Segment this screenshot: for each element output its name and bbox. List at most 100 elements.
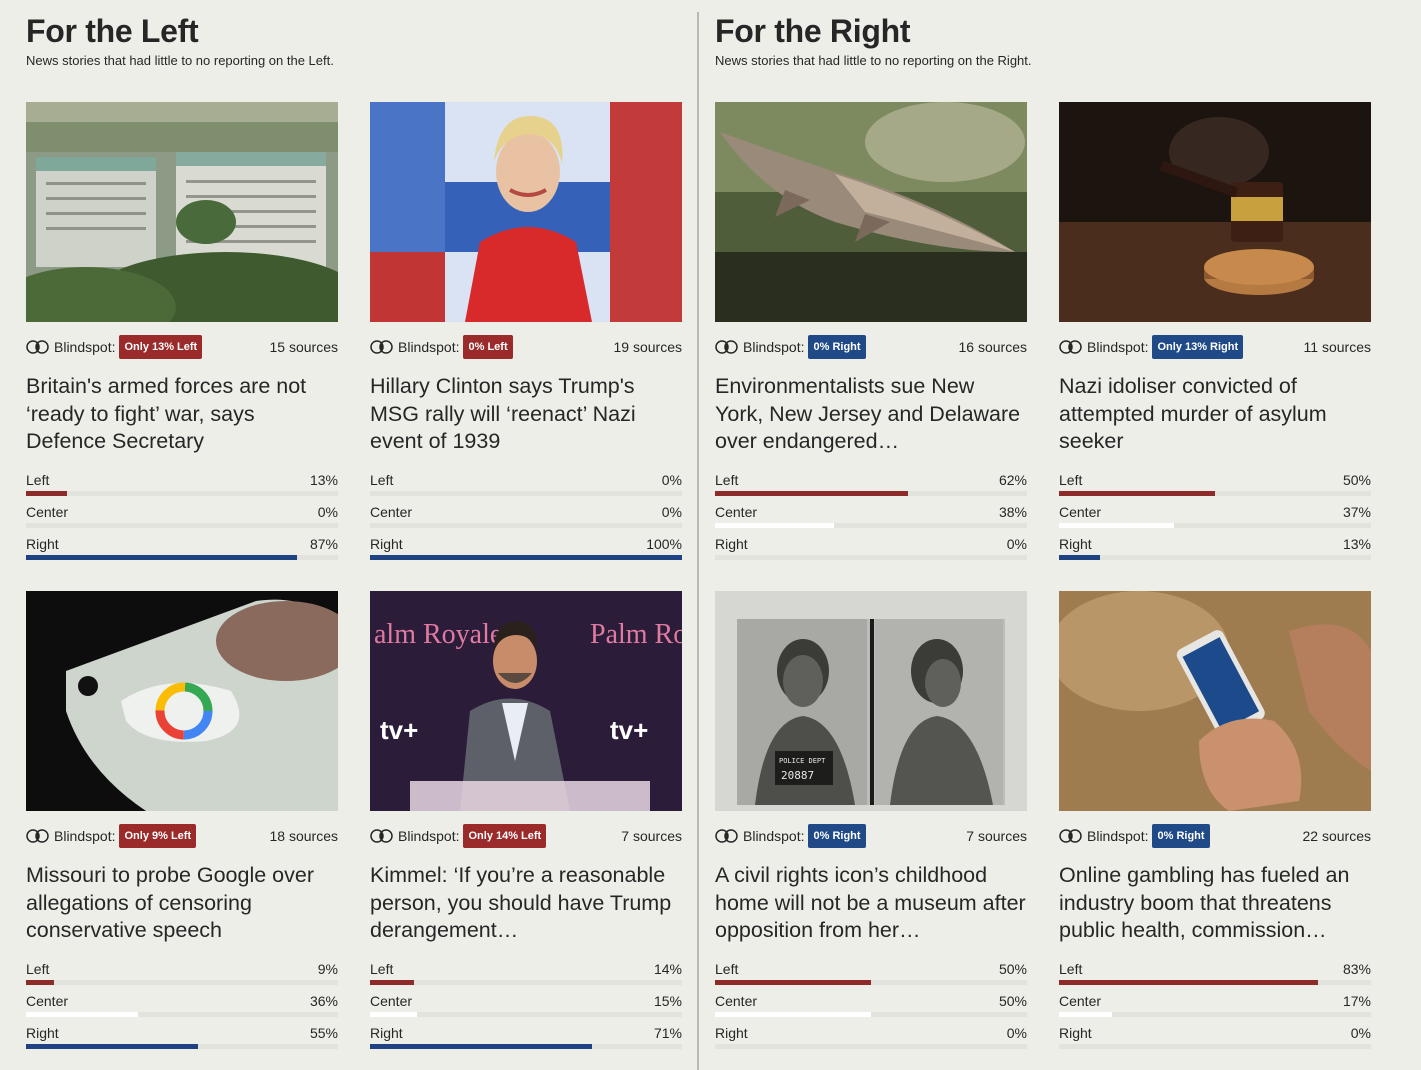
story-headline[interactable]: A civil rights icon’s childhood home wil… [715, 863, 1026, 942]
bias-label: Center [715, 504, 758, 520]
story-meta: Blindspot: 0% Right 16 sources [715, 334, 1027, 360]
bias-bar-track [26, 1044, 338, 1049]
bias-bar-fill-right [1059, 555, 1100, 560]
bias-label: Left [715, 961, 739, 977]
bias-percent: 50% [1342, 472, 1371, 488]
blindspot-icon [370, 829, 393, 843]
bias-bar-track [1059, 491, 1371, 496]
story-headline[interactable]: Environmentalists sue New York, New Jers… [715, 374, 1021, 453]
bias-bar-fill-right [26, 555, 298, 560]
bias-label: Center [26, 504, 69, 520]
bias-bar-fill-left [715, 491, 909, 496]
story-headline[interactable]: Nazi idoliser convicted of attempted mur… [1059, 374, 1327, 453]
bias-bar-fill-right [370, 1044, 592, 1049]
bias-distribution: Left 9% Center 36% Right 55% [26, 961, 338, 1057]
bias-distribution: Left 83% Center 17% Right 0% [1059, 961, 1371, 1057]
story-headline[interactable]: Hillary Clinton says Trump's MSG rally w… [370, 374, 636, 453]
bias-row-center: Center 15% [370, 993, 682, 1025]
bias-bar-track [1059, 523, 1371, 528]
bias-label: Center [370, 504, 413, 520]
blindspot-badge: Only 13% Right [1152, 335, 1244, 359]
sources-count: 22 sources [1302, 828, 1371, 844]
bias-row-right: Right 0% [715, 1025, 1027, 1057]
bias-bar-track [1059, 1044, 1371, 1049]
story-headline[interactable]: Kimmel: ‘If you’re a reasonable person, … [370, 863, 672, 942]
bias-bar-track [26, 555, 338, 560]
bias-percent: 83% [1342, 961, 1371, 977]
bias-bar-track [715, 1012, 1027, 1017]
story-meta: Blindspot: 0% Left 19 sources [370, 334, 682, 360]
bias-bar-track [1059, 980, 1371, 985]
gavel-photo[interactable] [1059, 102, 1371, 322]
google-phone-photo[interactable] [26, 591, 338, 811]
bias-bar-track [26, 1012, 338, 1017]
bias-bar-track [715, 523, 1027, 528]
blindspot-icon [715, 340, 738, 354]
bias-label: Right [715, 536, 748, 552]
bias-label: Left [26, 961, 50, 977]
bias-percent: 38% [998, 504, 1027, 520]
bias-bar-fill-right [370, 555, 682, 560]
bias-percent: 0% [317, 504, 338, 520]
bias-bar-fill-left [370, 980, 414, 985]
story-headline[interactable]: Missouri to probe Google over allegation… [26, 863, 315, 942]
sources-count: 7 sources [966, 828, 1027, 844]
story-card[interactable]: POLICE DEPT 20887 Blindspot: 0% Right 7 … [715, 591, 1027, 1070]
sources-count: 16 sources [958, 339, 1027, 355]
bias-bar-track [26, 491, 338, 496]
sources-count: 15 sources [269, 339, 338, 355]
blindspot-badge: Only 13% Left [119, 335, 203, 359]
blindspot-badge: Only 9% Left [119, 824, 197, 848]
bias-distribution: Left 14% Center 15% Right 71% [370, 961, 682, 1057]
bias-label: Right [26, 536, 59, 552]
bias-label: Left [370, 472, 394, 488]
bias-row-left: Left 9% [26, 961, 338, 993]
story-headline[interactable]: Britain's armed forces are not ‘ready to… [26, 374, 307, 453]
bias-percent: 17% [1342, 993, 1371, 1009]
story-card[interactable]: Blindspot: 0% Right 22 sources Online ga… [1059, 591, 1371, 1070]
hillary-clinton-photo[interactable] [370, 102, 682, 322]
bias-row-left: Left 50% [715, 961, 1027, 993]
story-headline[interactable]: Online gambling has fueled an industry b… [1059, 863, 1350, 942]
bias-bar-track [26, 523, 338, 528]
bias-bar-fill-left [26, 980, 55, 985]
sources-count: 19 sources [613, 339, 682, 355]
blindspot-label: Blindspot: [398, 339, 460, 355]
bias-row-center: Center 38% [715, 504, 1027, 536]
bias-bar-fill-center [715, 1012, 871, 1017]
bias-percent: 0% [1006, 536, 1027, 552]
story-meta: Blindspot: 0% Right 7 sources [715, 823, 1027, 849]
bias-distribution: Left 62% Center 38% Right 0% [715, 472, 1027, 568]
bias-percent: 0% [661, 472, 682, 488]
blindspot-icon [370, 340, 393, 354]
bias-distribution: Left 0% Center 0% Right 100% [370, 472, 682, 568]
bias-bar-track [715, 491, 1027, 496]
blindspot-label: Blindspot: [1087, 339, 1149, 355]
bias-distribution: Left 50% Center 50% Right 0% [715, 961, 1027, 1057]
bias-bar-fill-center [26, 1012, 139, 1017]
bias-bar-track [370, 1044, 682, 1049]
section-title: For the Right [715, 13, 911, 49]
bias-bar-fill-left [1059, 491, 1215, 496]
mugshot-photo[interactable]: POLICE DEPT 20887 [715, 591, 1027, 811]
bias-row-center: Center 37% [1059, 504, 1371, 536]
for-the-right-section: For the Right News stories that had litt… [715, 0, 1032, 68]
bias-bar-track [1059, 1012, 1371, 1017]
story-card[interactable]: Blindspot: Only 13% Right 11 sources Naz… [1059, 102, 1371, 591]
story-card[interactable]: Blindspot: 0% Left 19 sources Hillary Cl… [370, 102, 682, 591]
bias-row-left: Left 62% [715, 472, 1027, 504]
story-card[interactable]: alm Royale Palm Royal tv+ tv+ Blindspot:… [370, 591, 682, 1070]
blindspot-label: Blindspot: [54, 339, 116, 355]
bias-percent: 50% [998, 961, 1027, 977]
kimmel-podium-photo[interactable]: alm Royale Palm Royal tv+ tv+ [370, 591, 682, 811]
london-government-buildings-photo[interactable] [26, 102, 338, 322]
bias-label: Center [1059, 993, 1102, 1009]
story-card[interactable]: Blindspot: Only 9% Left 18 sources Misso… [26, 591, 338, 1070]
sturgeon-fish-photo[interactable] [715, 102, 1027, 322]
section-title: For the Left [26, 13, 199, 49]
bias-percent: 0% [1350, 1025, 1371, 1041]
story-card[interactable]: Blindspot: Only 13% Left 15 sources Brit… [26, 102, 338, 591]
phone-gambling-photo[interactable] [1059, 591, 1371, 811]
bias-label: Right [370, 536, 403, 552]
story-card[interactable]: Blindspot: 0% Right 16 sources Environme… [715, 102, 1027, 591]
